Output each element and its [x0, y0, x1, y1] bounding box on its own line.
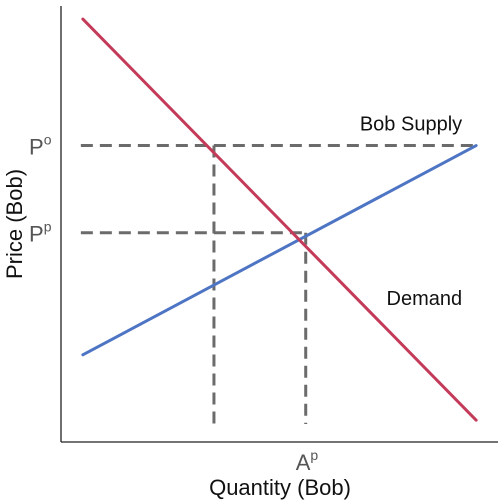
annotation-demand: Demand: [387, 288, 463, 310]
x-axis-title: Quantity (Bob): [209, 475, 351, 500]
axes: [60, 6, 498, 443]
guide-lines: [80, 144, 477, 424]
annotation-bob-supply: Bob Supply: [360, 114, 462, 136]
y-tick-label-0: Po: [29, 132, 52, 160]
x-tick-label-0: Ap: [296, 447, 319, 475]
bob-supply-line: [81, 144, 478, 357]
y-tick-label-1: Pp: [29, 219, 52, 247]
tick-labels: Po Pp Ap: [29, 132, 318, 475]
series-labels: Bob Supply Demand: [360, 114, 462, 310]
demand-line: [81, 17, 478, 422]
series-lines: [81, 17, 478, 422]
y-axis-title: Price (Bob): [2, 169, 27, 279]
